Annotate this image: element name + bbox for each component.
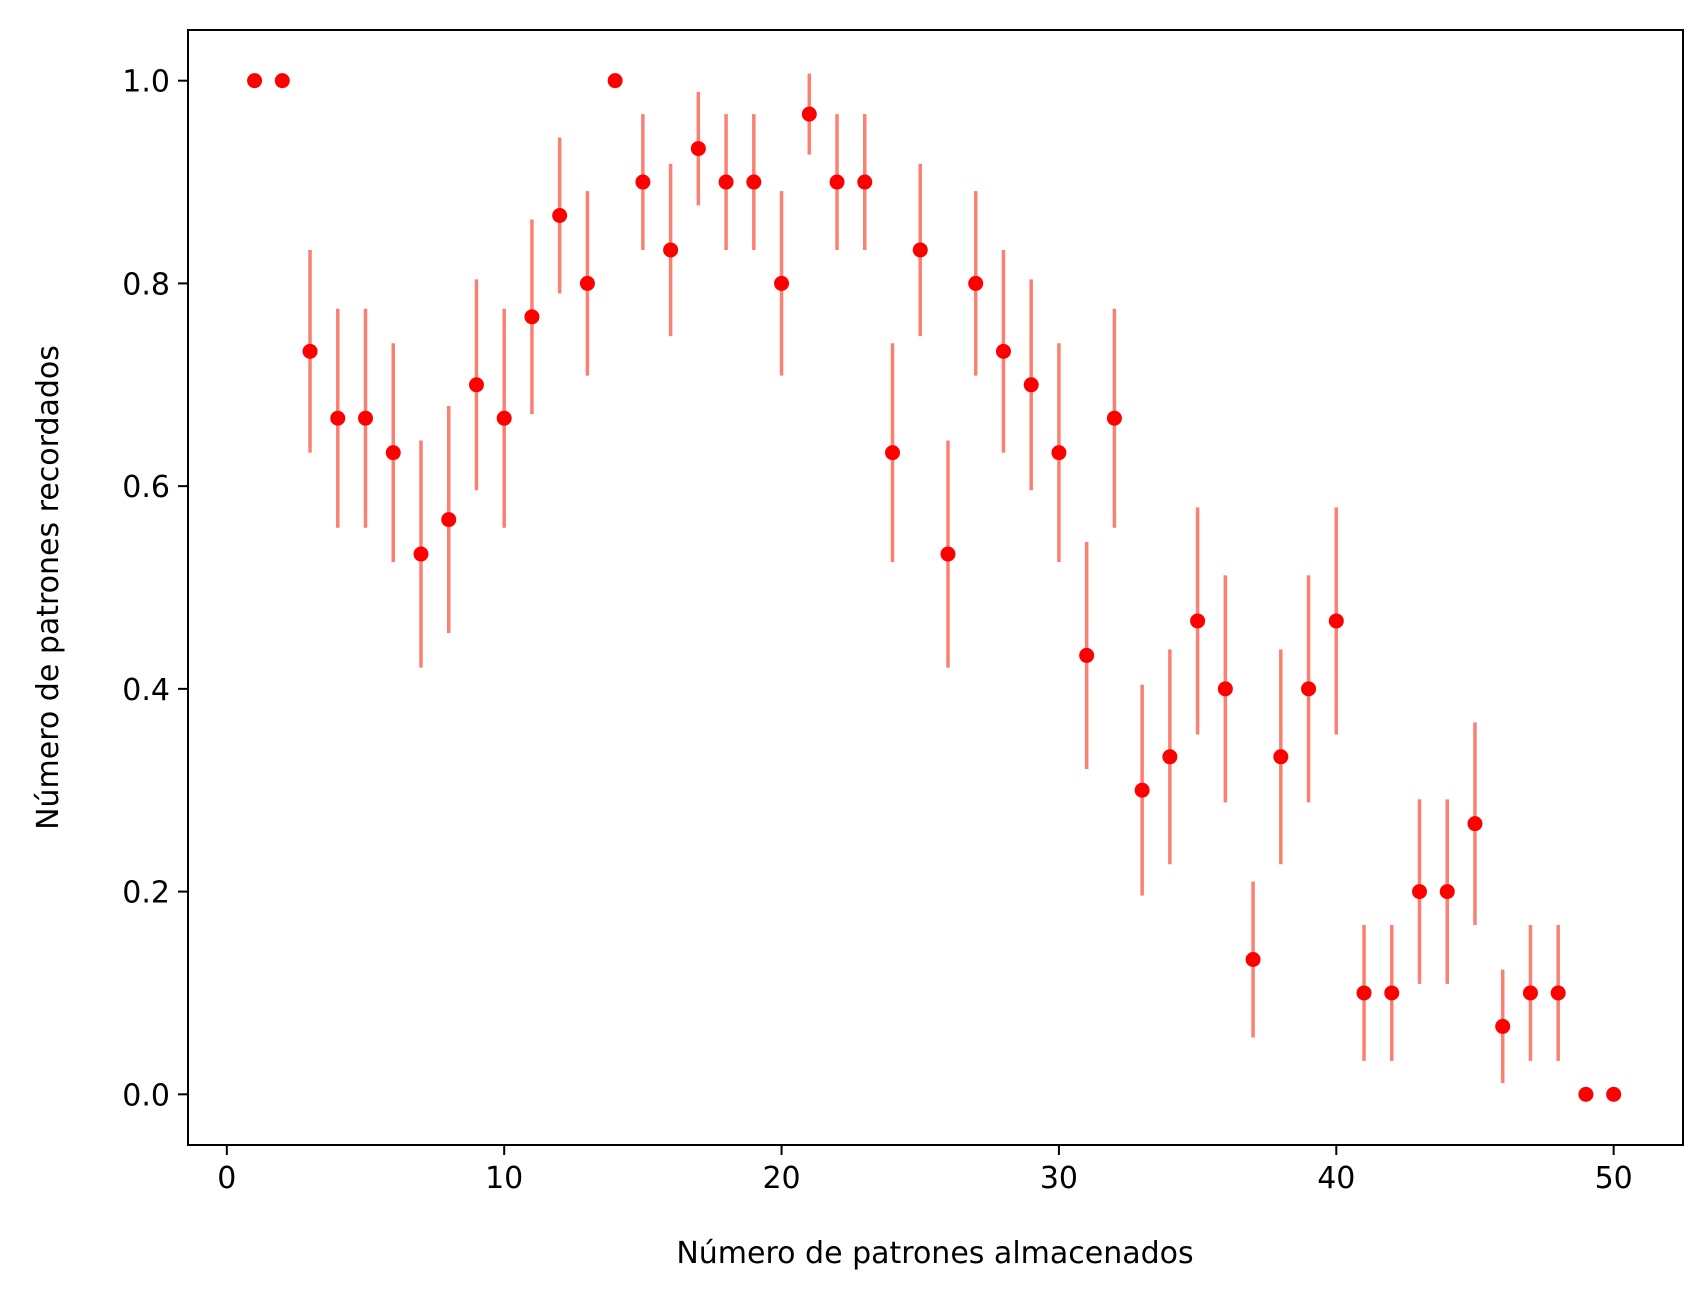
data-point [524,309,540,325]
data-point [940,546,956,562]
x-tick-label: 0 [217,1161,236,1196]
plot-frame [187,29,1684,1146]
x-tick-label: 20 [762,1161,800,1196]
x-tick-label: 10 [485,1161,523,1196]
data-point [801,106,817,122]
data-point [663,242,679,258]
data-point [496,410,512,426]
data-point [635,174,651,190]
point-layer [247,73,1622,1102]
data-point [552,207,568,223]
data-point [579,275,595,291]
y-tick-label: 0.0 [122,1078,170,1113]
data-point [995,343,1011,359]
data-point [1134,782,1150,798]
data-point [607,73,623,89]
data-point [1495,1018,1511,1034]
data-point [968,275,984,291]
data-point [1106,410,1122,426]
data-point [1384,985,1400,1001]
data-point [1245,952,1261,968]
data-point [1023,377,1039,393]
y-tick-label: 0.2 [122,876,170,911]
x-axis-label: Número de patrones almacenados [676,1236,1193,1271]
data-point [1079,647,1095,663]
data-point [1190,613,1206,629]
data-point [358,410,374,426]
x-tick-label: 30 [1040,1161,1078,1196]
y-tick-label: 0.4 [122,673,170,708]
data-point [1578,1086,1594,1102]
x-tick-label: 50 [1595,1161,1633,1196]
data-point [1606,1086,1622,1102]
plot-background [188,30,1683,1145]
data-point [912,242,928,258]
data-point [690,141,706,157]
data-point [413,546,429,562]
data-point [1356,985,1372,1001]
data-point [1522,985,1538,1001]
y-tick-label: 1.0 [122,65,170,100]
y-axis: 0.0 0.2 0.4 0.6 0.8 1.0 [122,65,188,1113]
data-point [1273,749,1289,765]
data-point [1162,749,1178,765]
data-point [302,343,318,359]
y-tick-label: 0.8 [122,267,170,302]
data-point [247,73,263,89]
data-point [1467,816,1483,832]
x-axis: 0 10 20 30 40 50 [217,1145,1633,1196]
x-tick-label: 40 [1317,1161,1355,1196]
y-axis-label: Número de patrones recordados [31,345,66,830]
data-point [330,410,346,426]
data-point [1051,445,1067,461]
data-point [1439,884,1455,900]
data-point [857,174,873,190]
data-point [1412,884,1428,900]
data-point [274,73,290,89]
data-point [1328,613,1344,629]
data-point [1550,985,1566,1001]
data-point [441,512,457,528]
data-point [468,377,484,393]
data-point [885,445,901,461]
data-point [385,445,401,461]
y-tick-label: 0.6 [122,470,170,505]
data-point [1301,681,1317,697]
data-point [829,174,845,190]
data-point [774,275,790,291]
data-point [1217,681,1233,697]
data-point [718,174,734,190]
data-point [746,174,762,190]
